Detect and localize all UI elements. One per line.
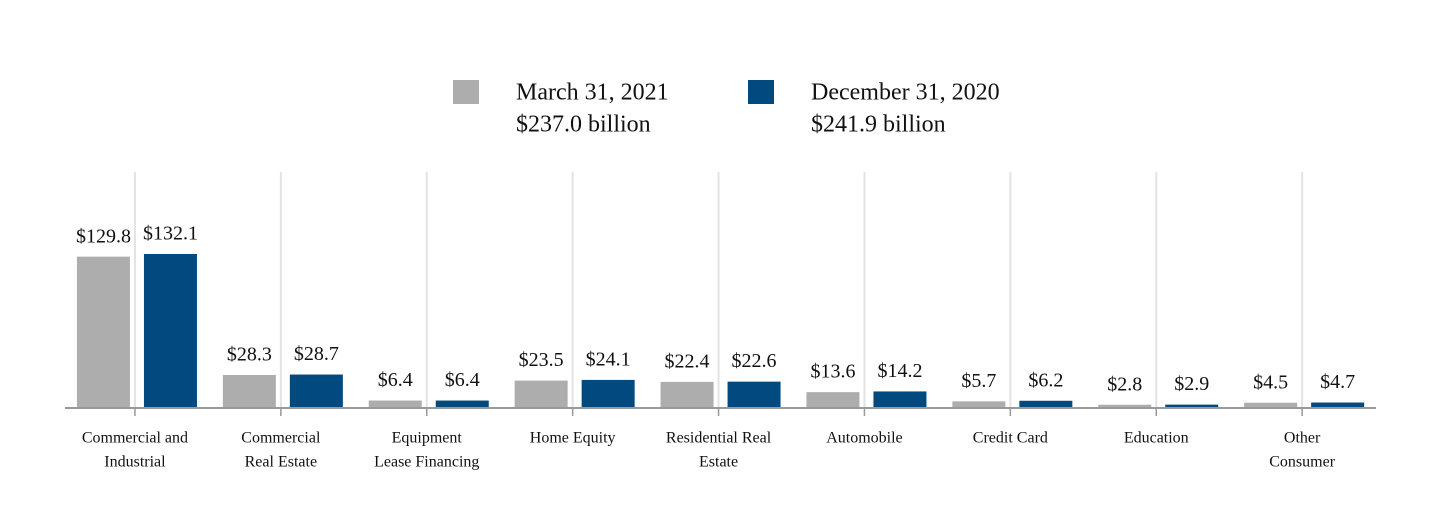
bar — [806, 392, 860, 408]
bar — [1098, 404, 1152, 408]
legend-total: $237.0 billion — [516, 112, 651, 138]
value-label: $132.1 — [143, 223, 198, 245]
value-label: $6.4 — [378, 369, 413, 391]
legend-total: $241.9 billion — [811, 112, 946, 138]
x-tick-label: Industrial — [104, 454, 166, 471]
x-tick-label: Credit Card — [973, 430, 1048, 447]
bar — [368, 400, 422, 408]
legend-swatch — [453, 80, 479, 104]
value-label: $14.2 — [877, 360, 922, 382]
x-tick-label: Consumer — [1269, 454, 1335, 471]
x-tick-label: Estate — [699, 454, 738, 471]
x-tick-label: Lease Financing — [374, 454, 479, 471]
value-label: $6.2 — [1028, 369, 1063, 391]
value-label: $4.7 — [1320, 371, 1355, 393]
value-label: $28.3 — [227, 344, 272, 366]
bar — [660, 381, 714, 408]
value-label: $24.1 — [586, 348, 631, 370]
bar — [952, 401, 1006, 408]
bar — [76, 256, 130, 408]
bar — [1019, 400, 1073, 408]
x-tick-label: Automobile — [826, 430, 902, 447]
bar — [581, 379, 635, 408]
bar — [727, 381, 781, 408]
legend-label: March 31, 2021 — [516, 80, 669, 106]
value-label: $13.6 — [810, 361, 855, 383]
bar — [435, 400, 489, 408]
value-label: $4.5 — [1253, 371, 1288, 393]
x-tick-label: Education — [1124, 430, 1189, 447]
bar — [143, 253, 197, 408]
x-tick-label: Residential Real — [666, 430, 772, 447]
bar — [1165, 404, 1219, 408]
value-label: $129.8 — [76, 225, 131, 247]
x-tick-label: Commercial and — [82, 430, 188, 447]
bar — [222, 375, 276, 408]
value-label: $5.7 — [961, 370, 996, 392]
x-tick-label: Other — [1284, 430, 1321, 447]
legend-swatch — [748, 80, 774, 104]
value-label: $2.8 — [1107, 373, 1142, 395]
x-tick-label: Home Equity — [530, 430, 616, 447]
x-tick-label: Commercial — [241, 430, 321, 447]
value-label: $22.4 — [665, 350, 710, 372]
bar — [514, 380, 568, 408]
value-label: $6.4 — [445, 369, 480, 391]
bar — [289, 374, 343, 408]
legend-label: December 31, 2020 — [811, 80, 1000, 106]
value-label: $28.7 — [294, 343, 339, 365]
x-tick-label: Real Estate — [245, 454, 317, 471]
value-label: $23.5 — [519, 349, 564, 371]
bar — [1244, 402, 1298, 408]
value-label: $22.6 — [732, 350, 777, 372]
value-label: $2.9 — [1174, 373, 1209, 395]
bar — [873, 391, 927, 408]
x-tick-label: Equipment — [392, 430, 463, 447]
bar — [1311, 402, 1365, 408]
